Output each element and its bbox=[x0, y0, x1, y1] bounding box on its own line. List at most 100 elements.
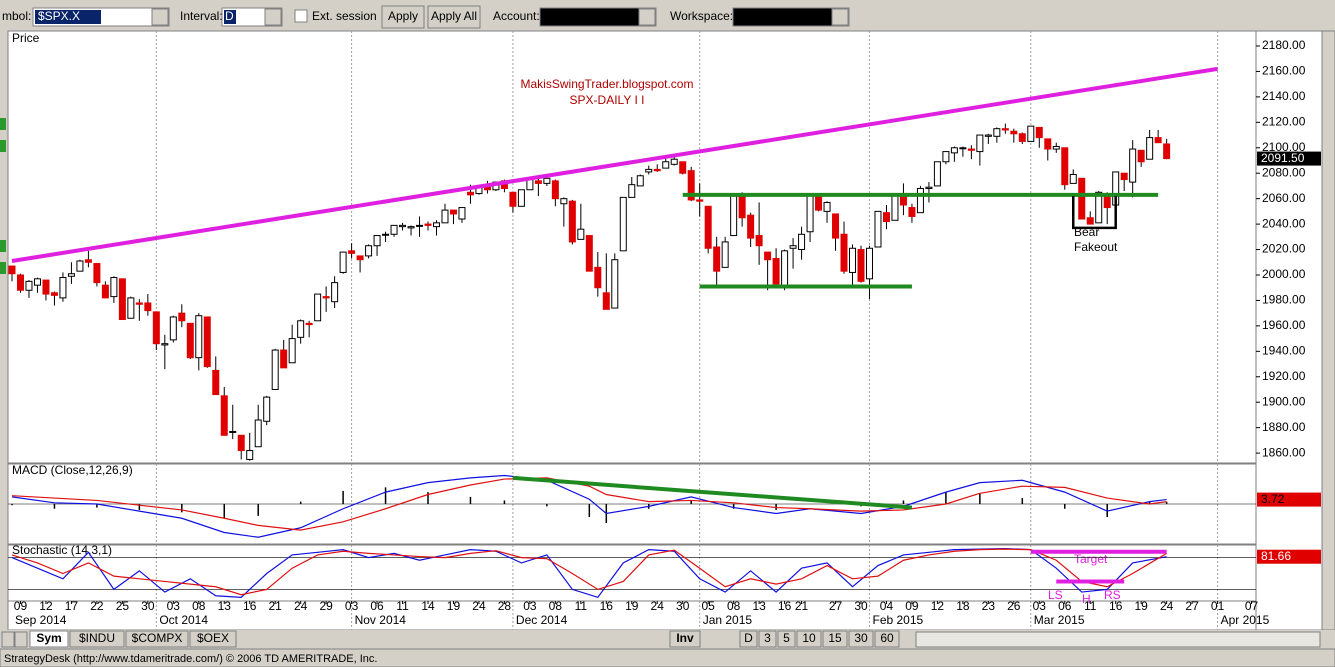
scroll-button[interactable] bbox=[14, 631, 28, 648]
x-tick-label: 26 bbox=[1007, 599, 1021, 613]
workspace-input[interactable] bbox=[732, 7, 850, 27]
x-tick-label: 30 bbox=[676, 599, 690, 613]
candle-body bbox=[738, 193, 746, 219]
symbol-dropdown[interactable] bbox=[151, 8, 169, 26]
scroll-button[interactable] bbox=[1, 631, 15, 648]
x-tick-label: 18 bbox=[956, 599, 970, 613]
x-tick-label: 03 bbox=[345, 599, 359, 613]
symbol-tab[interactable] bbox=[29, 630, 69, 648]
x-tick-label: 04 bbox=[880, 599, 894, 613]
interval-tab-label: 3 bbox=[764, 631, 771, 645]
annotation: Target bbox=[1074, 552, 1108, 566]
symbol-tab[interactable] bbox=[189, 630, 237, 648]
current-value-box bbox=[1257, 492, 1321, 507]
candle-body bbox=[382, 233, 390, 236]
candle-body bbox=[670, 158, 678, 165]
candle-body bbox=[1061, 147, 1069, 186]
account-dropdown[interactable] bbox=[638, 8, 656, 26]
horizontal-scrollbar[interactable] bbox=[915, 631, 1321, 648]
candle-body bbox=[585, 235, 593, 272]
candle-body bbox=[882, 212, 890, 223]
interval-selection bbox=[224, 10, 236, 24]
candle-body bbox=[390, 224, 398, 235]
x-tick-label: 25 bbox=[116, 599, 130, 613]
x-tick-label: 08 bbox=[192, 599, 206, 613]
interval-tab[interactable] bbox=[777, 630, 796, 648]
candle-body bbox=[16, 274, 24, 291]
inv-tab[interactable] bbox=[669, 630, 701, 648]
x-tick-label: 09 bbox=[14, 599, 28, 613]
x-tick-label: 21 bbox=[269, 599, 283, 613]
candle-body bbox=[246, 450, 254, 460]
candle-body bbox=[942, 151, 950, 163]
apply-all-button[interactable] bbox=[427, 5, 481, 29]
candle-body bbox=[84, 259, 92, 263]
workspace-dropdown[interactable] bbox=[831, 8, 849, 26]
symbol-value: $SPX.X bbox=[38, 9, 80, 23]
candle-body bbox=[594, 266, 602, 289]
candle-body bbox=[416, 224, 424, 227]
candle-body bbox=[1086, 217, 1094, 225]
candle-body bbox=[339, 251, 347, 273]
indicator-line bbox=[11, 474, 1167, 538]
interval-tab[interactable] bbox=[848, 630, 874, 648]
x-tick-label: 14 bbox=[421, 599, 435, 613]
vertical-scrollbar[interactable] bbox=[1321, 30, 1335, 631]
interval-tab[interactable] bbox=[758, 630, 777, 648]
candle-body bbox=[653, 168, 661, 172]
candle-body bbox=[59, 277, 67, 299]
account-input[interactable] bbox=[539, 7, 657, 27]
interval-tab[interactable] bbox=[739, 630, 758, 648]
x-tick-label: 06 bbox=[1058, 599, 1072, 613]
month-label: Oct 2014 bbox=[159, 613, 208, 627]
interval-tab[interactable] bbox=[796, 630, 822, 648]
month-label: Sep 2014 bbox=[15, 613, 67, 627]
candle-body bbox=[730, 195, 738, 237]
indicator-line bbox=[11, 477, 1167, 531]
ext-session-checkbox[interactable] bbox=[294, 9, 308, 23]
current-value-label: 81.66 bbox=[1261, 549, 1291, 563]
annotation: RS bbox=[1104, 588, 1121, 602]
candle-body bbox=[33, 278, 41, 286]
interval-tab[interactable] bbox=[822, 630, 848, 648]
candle-body bbox=[1010, 130, 1018, 135]
interval-label: Interval: bbox=[180, 9, 223, 23]
indicator-line bbox=[11, 548, 1167, 596]
candle-body bbox=[1052, 145, 1060, 150]
candle-body bbox=[93, 263, 101, 284]
x-tick-label: 11 bbox=[575, 599, 588, 613]
x-tick-label: 27 bbox=[1185, 599, 1199, 613]
x-tick-label: 11 bbox=[396, 599, 409, 613]
candle-body bbox=[950, 147, 958, 154]
candle-body bbox=[1146, 137, 1154, 160]
candle-body bbox=[365, 245, 373, 257]
candle-body bbox=[50, 292, 58, 296]
side-icon bbox=[0, 262, 6, 274]
candle-body bbox=[212, 369, 220, 396]
x-tick-label: 24 bbox=[651, 599, 665, 613]
x-tick-label: 19 bbox=[1134, 599, 1148, 613]
x-tick-label: 16 bbox=[600, 599, 614, 613]
candle-body bbox=[619, 196, 627, 252]
candle-body bbox=[1120, 172, 1128, 181]
candle-body bbox=[203, 316, 211, 368]
annotation: H bbox=[1082, 592, 1091, 606]
apply-button[interactable] bbox=[381, 5, 425, 29]
symbol-tab[interactable] bbox=[125, 630, 189, 648]
candle-body bbox=[399, 224, 407, 228]
x-tick-label: 28 bbox=[498, 599, 512, 613]
candle-body bbox=[713, 246, 721, 272]
candle-body bbox=[568, 200, 576, 243]
workspace-label: Workspace: bbox=[670, 9, 733, 23]
candle-body bbox=[933, 161, 941, 187]
x-tick-label: 13 bbox=[752, 599, 766, 613]
candle-body bbox=[687, 170, 695, 201]
interval-dropdown[interactable] bbox=[264, 8, 282, 26]
candle-body bbox=[8, 265, 16, 275]
x-tick-label: 12 bbox=[931, 599, 945, 613]
apply-all-text: Apply All bbox=[431, 9, 477, 23]
interval-tab[interactable] bbox=[874, 630, 900, 648]
candle-body bbox=[101, 284, 109, 299]
candle-body bbox=[534, 180, 542, 184]
symbol-tab[interactable] bbox=[69, 630, 125, 648]
